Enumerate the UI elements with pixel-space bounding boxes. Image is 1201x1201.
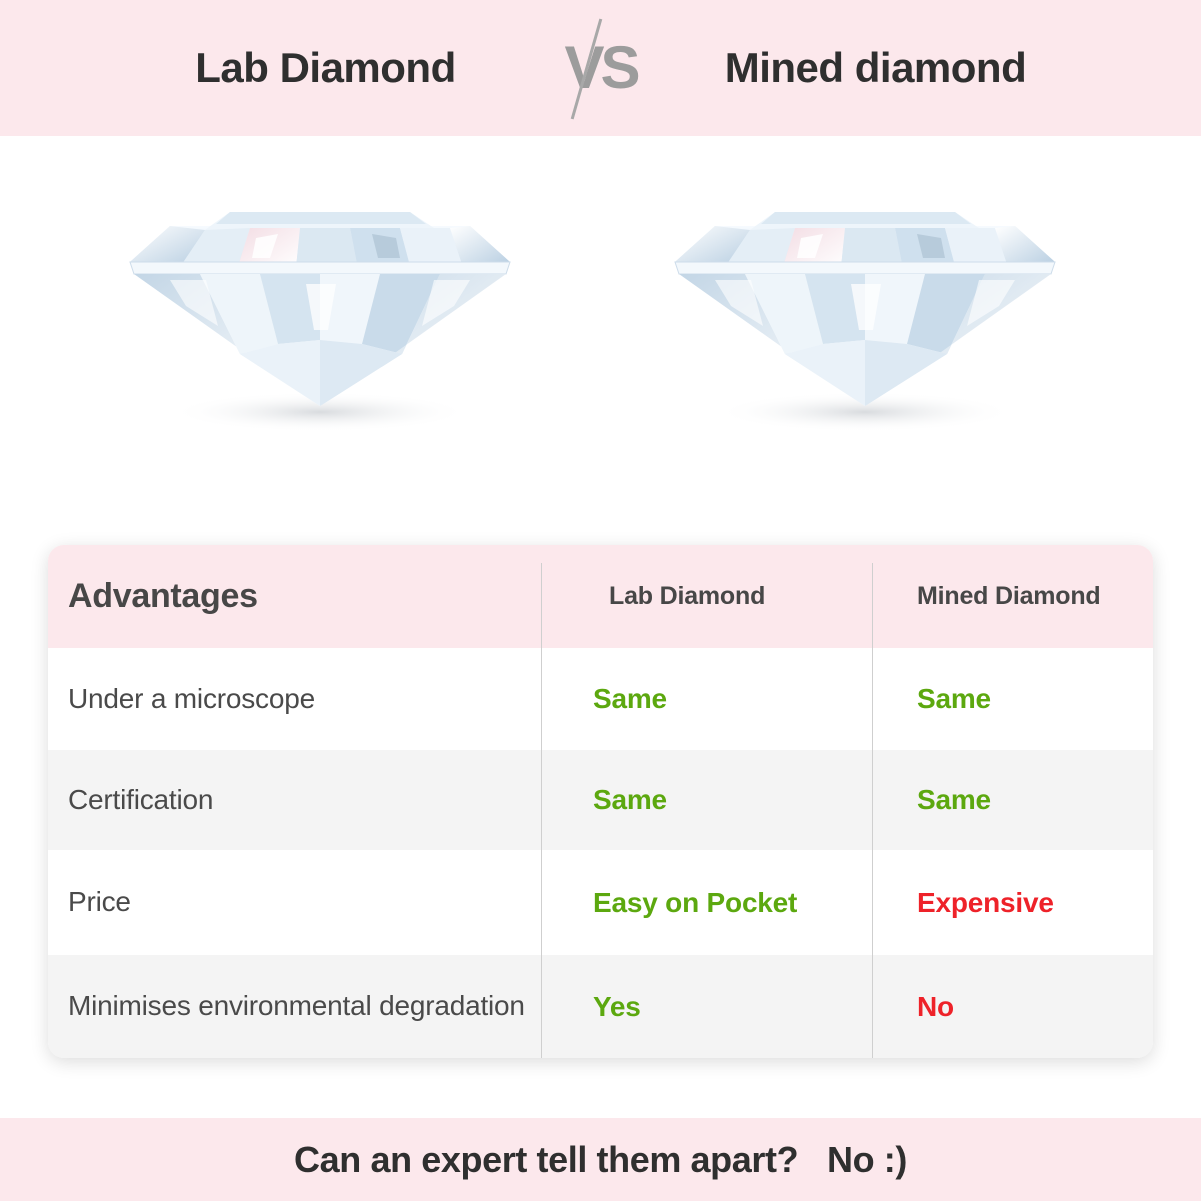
row-lab-cell: Same [541, 750, 872, 850]
mined-diamond-title: Mined diamond [724, 44, 1027, 91]
row-mined-cell: Same [872, 648, 1153, 750]
row-mined-cell: No [872, 955, 1153, 1058]
diamond-illustration-right [674, 212, 1056, 432]
lab-diamond-image [110, 154, 530, 454]
column-divider-2 [872, 850, 873, 955]
row-lab-value: Same [593, 784, 667, 815]
row-lab-cell: Same [541, 648, 872, 750]
column-divider-1 [541, 563, 542, 648]
column-divider-1 [541, 955, 542, 1058]
column-divider-1 [541, 750, 542, 850]
header-label-mined-diamond: Mined Diamond [917, 582, 1101, 610]
column-divider-2 [872, 563, 873, 648]
row-lab-value: Yes [593, 990, 641, 1022]
comparison-table-card: Advantages Lab Diamond Mined Diamond Und… [48, 545, 1153, 1058]
diamond-stage [0, 136, 1201, 536]
row-mined-value: Expensive [917, 886, 1054, 918]
column-divider-2 [872, 648, 873, 750]
table-row: Under a microscope Same Same [48, 648, 1153, 750]
row-feature-label: Certification [68, 783, 214, 815]
row-feature-cell: Certification [48, 750, 541, 850]
top-banner: Lab Diamond VS Mined diamond [0, 0, 1201, 136]
row-feature-cell: Price [48, 850, 541, 955]
row-lab-value: Same [593, 683, 667, 714]
row-feature-cell: Under a microscope [48, 648, 541, 750]
table-row: Certification Same Same [48, 750, 1153, 850]
bottom-banner: Can an expert tell them apart? No :) [0, 1118, 1201, 1201]
mined-diamond-image [655, 154, 1075, 454]
header-label-advantages: Advantages [68, 577, 258, 615]
row-lab-value: Easy on Pocket [593, 886, 798, 918]
row-feature-label: Under a microscope [68, 682, 315, 714]
row-mined-cell: Same [872, 750, 1153, 850]
versus-label: VS [564, 34, 640, 101]
lab-diamond-title: Lab Diamond [195, 44, 456, 91]
row-lab-cell: Yes [541, 955, 872, 1058]
header-cell-lab: Lab Diamond [541, 545, 872, 648]
table-row: Price Easy on Pocket Expensive [48, 850, 1153, 955]
row-mined-value: Same [917, 683, 991, 714]
row-feature-label: Price [68, 886, 131, 918]
row-mined-value: No [917, 990, 954, 1022]
column-divider-1 [541, 850, 542, 955]
header-cell-feature: Advantages [48, 545, 541, 648]
header-label-lab-diamond: Lab Diamond [609, 582, 766, 610]
row-feature-label: Minimises environmental degradation [68, 990, 525, 1022]
table-header-row: Advantages Lab Diamond Mined Diamond [48, 545, 1153, 648]
row-mined-value: Same [917, 784, 991, 815]
column-divider-1 [541, 648, 542, 750]
column-divider-2 [872, 955, 873, 1058]
footer-question: Can an expert tell them apart? No :) [294, 1138, 907, 1180]
row-lab-cell: Easy on Pocket [541, 850, 872, 955]
row-feature-cell: Minimises environmental degradation [48, 955, 541, 1058]
table-row: Minimises environmental degradation Yes … [48, 955, 1153, 1058]
diamond-illustration-left [129, 212, 511, 432]
row-mined-cell: Expensive [872, 850, 1153, 955]
versus-badge: VS [541, 13, 661, 123]
header-cell-mined: Mined Diamond [872, 545, 1153, 648]
column-divider-2 [872, 750, 873, 850]
